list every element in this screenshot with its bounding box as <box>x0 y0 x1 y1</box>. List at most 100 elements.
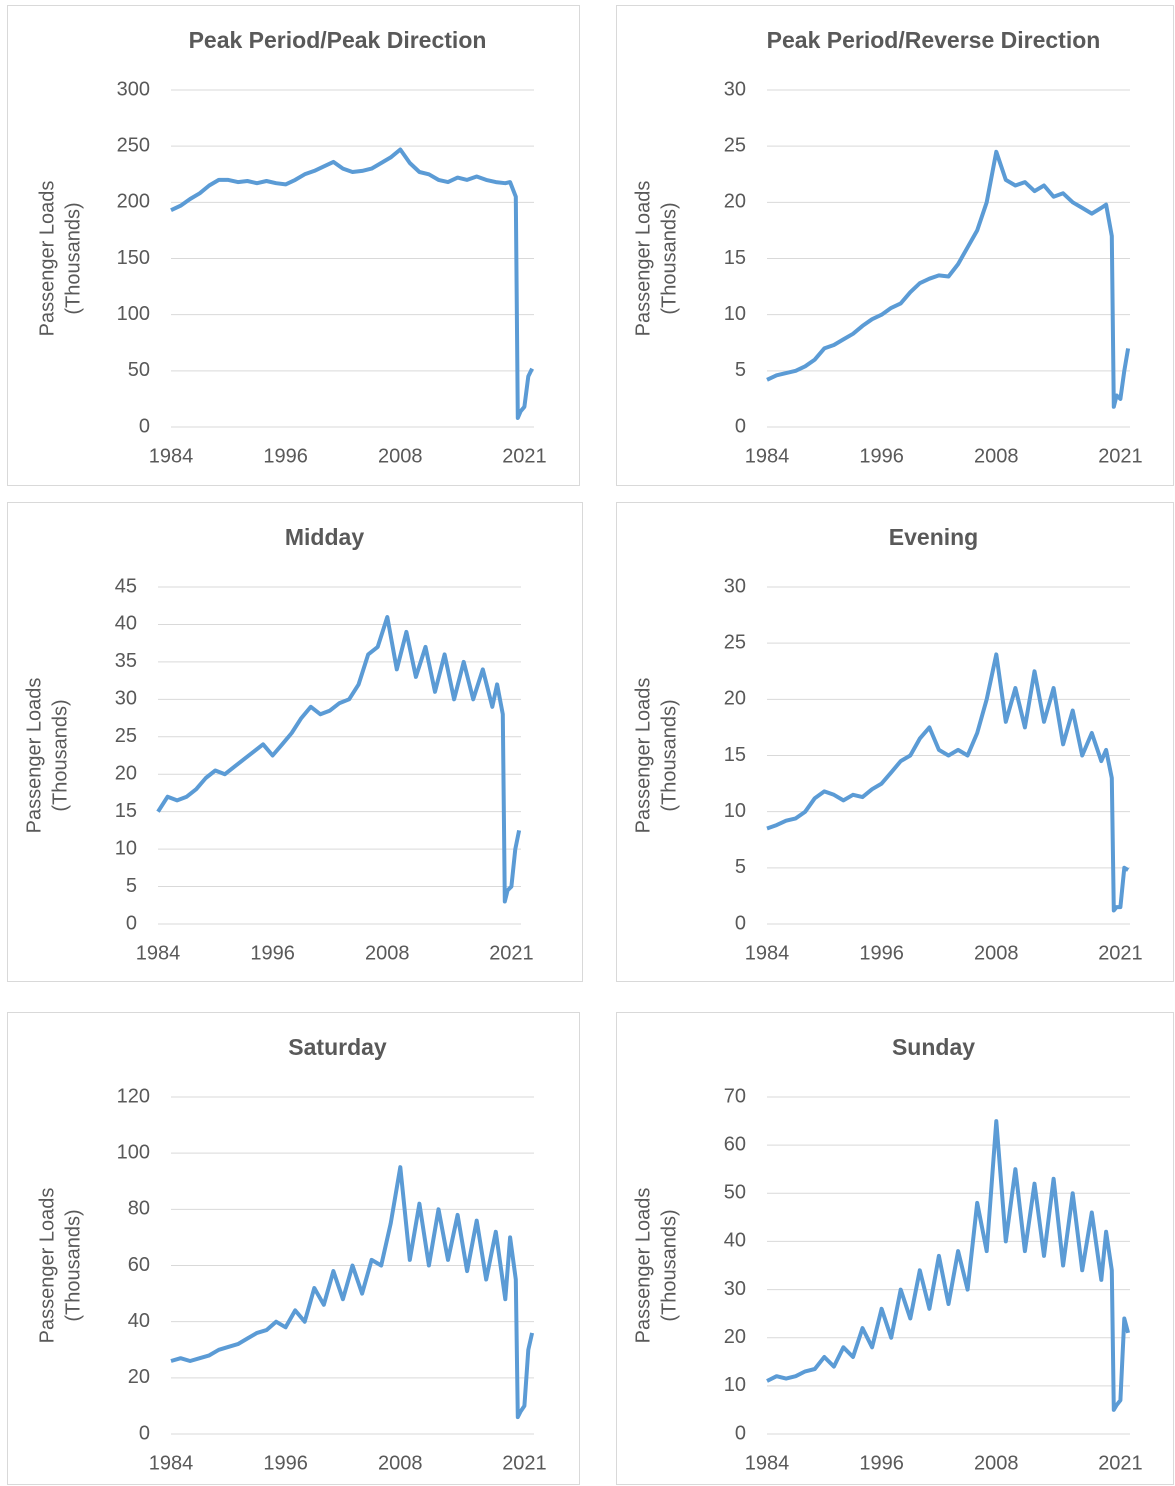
y-tick-label: 25 <box>115 725 137 747</box>
x-tick-label: 1984 <box>149 1452 194 1474</box>
x-tick-label: 2008 <box>974 445 1019 467</box>
y-tick-label: 150 <box>117 247 150 269</box>
y-axis-title-line: (Thousands) <box>62 1209 84 1321</box>
x-tick-label: 2021 <box>502 445 547 467</box>
chart-title: Peak Period/Reverse Direction <box>767 27 1101 53</box>
x-tick-label: 1996 <box>859 1452 904 1474</box>
chart-panel: Evening Passenger Loads (Thousands) 0 5 10 15 2… <box>616 502 1174 982</box>
y-tick-label: 45 <box>115 575 137 597</box>
y-tick-label: 0 <box>126 912 137 934</box>
y-tick-label: 10 <box>724 800 746 822</box>
panel-border <box>7 5 580 486</box>
data-line <box>156 615 522 904</box>
chart-panel: Midday Passenger Loads (Thousands) 0 5 10 15 20… <box>7 502 583 982</box>
x-tick-label: 1984 <box>745 1452 790 1474</box>
data-line <box>766 652 1130 913</box>
chart-title: Midday <box>285 524 364 550</box>
y-tick-label: 10 <box>724 1374 746 1396</box>
y-tick-label: 30 <box>724 1278 746 1300</box>
x-tick-label: 2021 <box>1098 445 1143 467</box>
x-tick-label: 2008 <box>378 1452 423 1474</box>
x-tick-label: 1984 <box>149 445 194 467</box>
y-axis-title-line: Passenger Loads <box>23 678 45 834</box>
y-tick-label: 0 <box>735 415 746 437</box>
y-tick-label: 60 <box>724 1133 746 1155</box>
y-tick-label: 0 <box>735 912 746 934</box>
chart-panel: Peak Period/Peak Direction Passenger Load… <box>7 5 580 486</box>
x-tick-label: 1984 <box>745 445 790 467</box>
y-axis-title: Passenger Loads (Thousands) <box>36 181 84 337</box>
x-tick-label: 1996 <box>859 445 904 467</box>
x-tick-label: 2021 <box>1098 1452 1143 1474</box>
y-tick-label: 30 <box>724 575 746 597</box>
chart-panel: Peak Period/Reverse Direction Passenger L… <box>616 5 1174 486</box>
y-tick-label: 15 <box>724 744 746 766</box>
y-tick-label: 30 <box>115 688 137 710</box>
y-tick-label: 10 <box>115 837 137 859</box>
y-tick-label: 80 <box>128 1198 150 1220</box>
panel-border <box>616 1012 1174 1485</box>
chart-title: Sunday <box>892 1034 975 1060</box>
y-tick-label: 250 <box>117 134 150 156</box>
y-tick-label: 40 <box>115 613 137 635</box>
x-tick-label: 1984 <box>745 942 790 964</box>
y-tick-label: 5 <box>735 359 746 381</box>
y-tick-label: 70 <box>724 1085 746 1107</box>
x-tick-label: 1984 <box>136 942 181 964</box>
x-tick-label: 2008 <box>378 445 423 467</box>
y-tick-label: 15 <box>724 247 746 269</box>
y-axis-title: Passenger Loads (Thousands) <box>632 678 680 834</box>
y-axis-title-line: (Thousands) <box>658 202 680 314</box>
y-tick-label: 20 <box>724 191 746 213</box>
x-tick-label: 1996 <box>859 942 904 964</box>
y-tick-label: 25 <box>724 134 746 156</box>
x-tick-label: 2021 <box>489 942 534 964</box>
y-tick-label: 5 <box>735 856 746 878</box>
y-tick-label: 25 <box>724 631 746 653</box>
y-axis-title-line: Passenger Loads <box>36 181 58 337</box>
y-tick-label: 50 <box>724 1182 746 1204</box>
panel-border <box>616 5 1174 486</box>
x-tick-label: 1996 <box>250 942 295 964</box>
data-line <box>170 147 534 420</box>
y-tick-label: 20 <box>115 763 137 785</box>
y-axis-title-line: (Thousands) <box>658 699 680 811</box>
y-tick-label: 50 <box>128 359 150 381</box>
x-tick-label: 2021 <box>502 1452 547 1474</box>
y-tick-label: 35 <box>115 650 137 672</box>
x-tick-label: 1996 <box>263 445 308 467</box>
y-tick-label: 120 <box>117 1085 150 1107</box>
data-line <box>766 1119 1131 1412</box>
x-tick-label: 2008 <box>365 942 410 964</box>
y-axis-title-line: Passenger Loads <box>632 1188 654 1344</box>
y-tick-label: 40 <box>724 1230 746 1252</box>
y-axis-title-line: (Thousands) <box>62 202 84 314</box>
y-tick-label: 20 <box>724 1326 746 1348</box>
x-tick-label: 1996 <box>263 1452 308 1474</box>
chart-title: Peak Period/Peak Direction <box>189 27 487 53</box>
panel-border <box>7 502 583 982</box>
y-tick-label: 15 <box>115 800 137 822</box>
y-tick-label: 300 <box>117 78 150 100</box>
chart-title: Evening <box>889 524 978 550</box>
y-tick-label: 60 <box>128 1254 150 1276</box>
data-line <box>170 1165 535 1420</box>
data-line <box>766 149 1131 409</box>
y-tick-label: 200 <box>117 191 150 213</box>
chart-title: Saturday <box>288 1034 387 1060</box>
y-axis-title: Passenger Loads (Thousands) <box>632 1188 680 1344</box>
panel-border <box>7 1012 580 1485</box>
y-tick-label: 0 <box>139 1422 150 1444</box>
y-axis-title-line: (Thousands) <box>658 1209 680 1321</box>
y-tick-label: 10 <box>724 303 746 325</box>
x-tick-label: 2008 <box>974 1452 1019 1474</box>
y-axis-title-line: Passenger Loads <box>36 1188 58 1344</box>
y-tick-label: 100 <box>117 303 150 325</box>
y-axis-title: Passenger Loads (Thousands) <box>36 1188 84 1344</box>
y-tick-label: 20 <box>128 1366 150 1388</box>
y-tick-label: 5 <box>126 875 137 897</box>
y-tick-label: 20 <box>724 688 746 710</box>
y-axis-title: Passenger Loads (Thousands) <box>632 181 680 337</box>
y-tick-label: 0 <box>735 1422 746 1444</box>
